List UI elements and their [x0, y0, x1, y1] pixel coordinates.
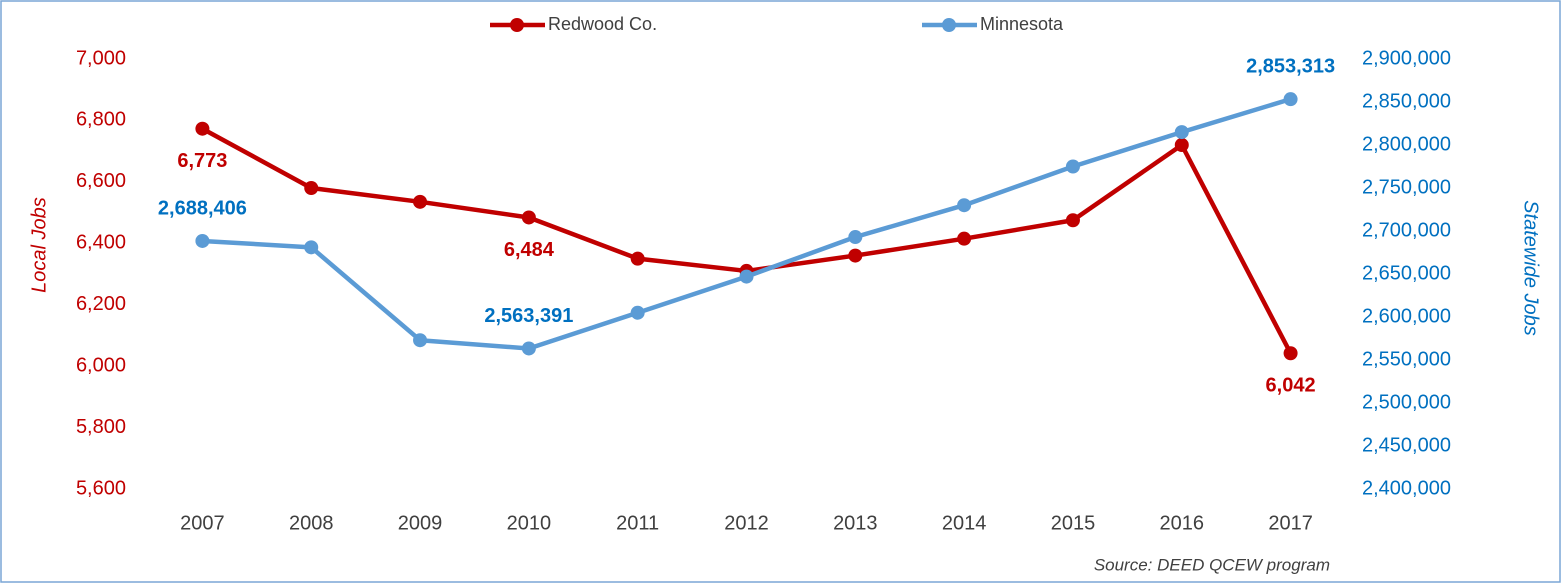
legend-marker [942, 18, 956, 32]
y-tick-label: 5,600 [76, 477, 126, 499]
x-tick-label: 2017 [1268, 512, 1313, 534]
point [1065, 213, 1080, 228]
x-tick-label: 2012 [724, 512, 769, 534]
y2-tick-label: 2,700,000 [1362, 219, 1451, 241]
x-tick-label: 2007 [180, 512, 225, 534]
x-tick-label: 2009 [398, 512, 443, 534]
y2-tick-label: 2,550,000 [1362, 348, 1451, 370]
y-axis-title: Local Jobs [28, 197, 50, 293]
y-tick-label: 5,800 [76, 416, 126, 438]
y2-tick-label: 2,600,000 [1362, 305, 1451, 327]
y-tick-label: 6,800 [76, 109, 126, 131]
point [848, 230, 863, 245]
point [848, 248, 863, 263]
x-tick-label: 2010 [507, 512, 552, 534]
data-label: 6,484 [504, 239, 555, 261]
point [630, 305, 645, 320]
y-tick-label: 6,000 [76, 354, 126, 376]
point [413, 194, 428, 209]
point [957, 198, 972, 213]
y2-tick-label: 2,850,000 [1362, 90, 1451, 112]
point [521, 341, 536, 356]
point [1065, 159, 1080, 174]
point [1283, 346, 1298, 361]
y-tick-label: 6,200 [76, 293, 126, 315]
x-tick-label: 2013 [833, 512, 878, 534]
data-label: 6,773 [177, 150, 227, 172]
point [957, 231, 972, 246]
data-label: 2,563,391 [484, 305, 573, 327]
point [304, 240, 319, 255]
point [304, 181, 319, 195]
x-tick-label: 2016 [1160, 512, 1205, 534]
source-note: Source: DEED QCEW program [1094, 555, 1330, 574]
y2-tick-label: 2,750,000 [1362, 176, 1451, 198]
data-label: 6,042 [1266, 375, 1316, 397]
point [739, 269, 754, 284]
y2-tick-label: 2,450,000 [1362, 434, 1451, 456]
y2-tick-label: 2,400,000 [1362, 477, 1451, 499]
point [195, 121, 210, 136]
legend-label: Redwood Co. [548, 14, 657, 34]
data-label: 2,688,406 [158, 197, 247, 219]
legend-marker [510, 18, 524, 32]
y-tick-label: 7,000 [76, 47, 126, 69]
y2-axis-title: Statewide Jobs [1520, 200, 1542, 336]
point [1174, 138, 1189, 152]
point [1283, 92, 1298, 107]
y2-tick-label: 2,500,000 [1362, 391, 1451, 413]
y2-tick-label: 2,650,000 [1362, 262, 1451, 284]
point [413, 333, 428, 348]
point [630, 251, 645, 266]
y2-tick-label: 2,900,000 [1362, 47, 1451, 69]
legend-label: Minnesota [980, 14, 1064, 34]
data-label: 2,853,313 [1246, 55, 1335, 77]
x-tick-label: 2014 [942, 512, 987, 534]
y-tick-label: 6,600 [76, 170, 126, 192]
y2-tick-label: 2,800,000 [1362, 133, 1451, 155]
point [1174, 125, 1189, 140]
y-tick-label: 6,400 [76, 232, 126, 254]
x-tick-label: 2008 [289, 512, 334, 534]
x-tick-label: 2011 [616, 512, 659, 534]
point [195, 233, 210, 248]
point [521, 210, 536, 225]
x-tick-label: 2015 [1051, 512, 1096, 534]
